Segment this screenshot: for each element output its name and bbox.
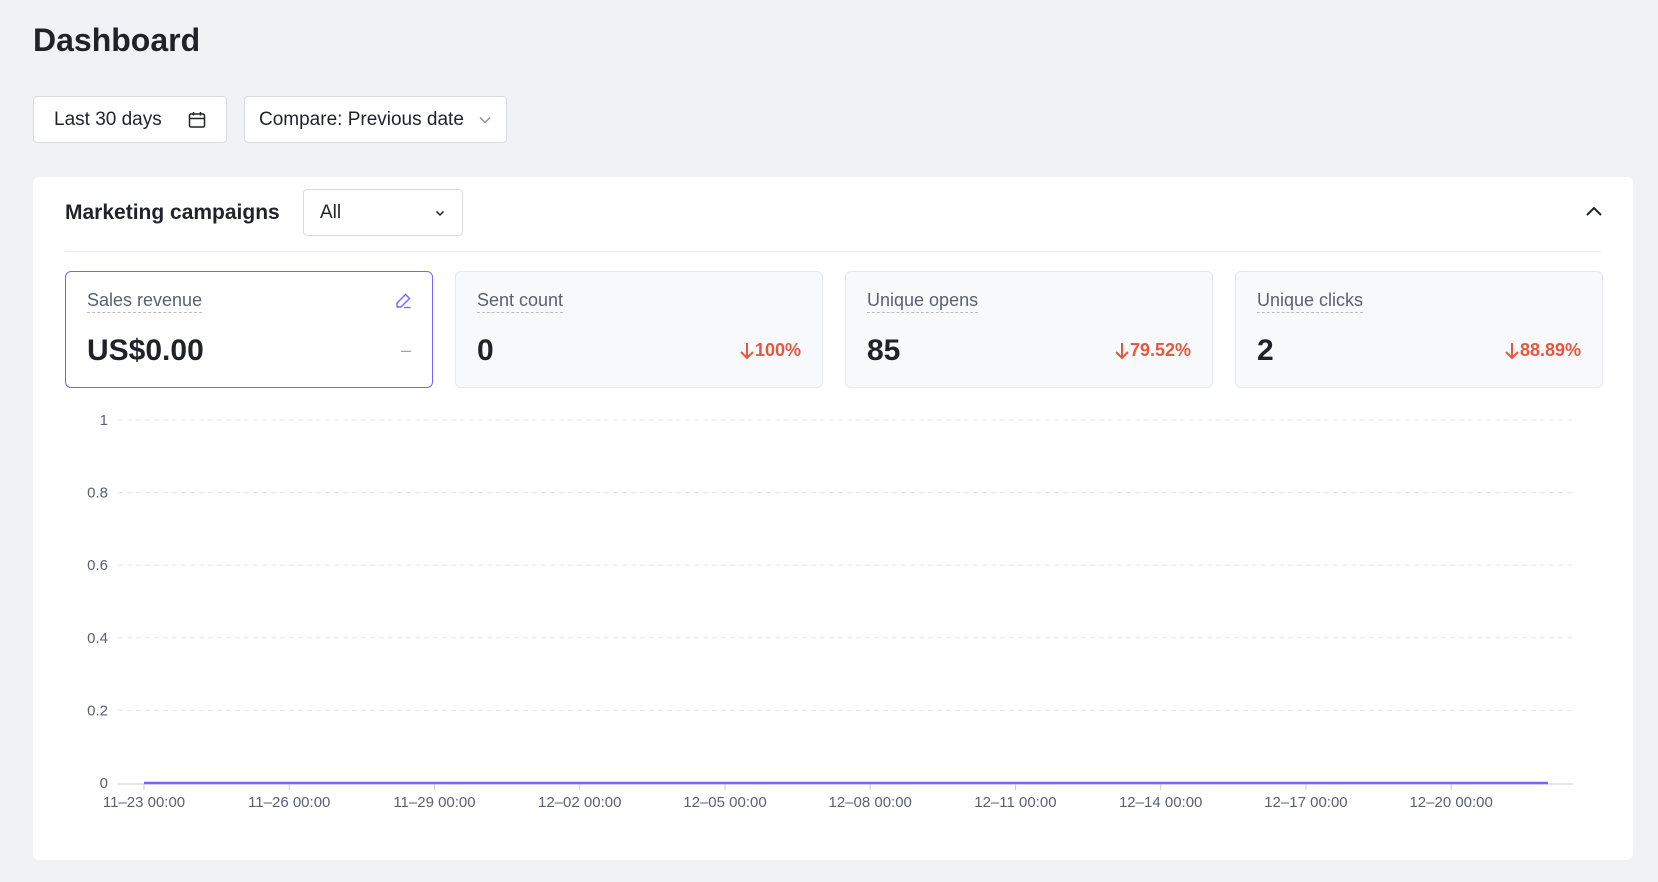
y-tick-label: 0.6 <box>87 557 108 574</box>
arrow-down-icon <box>740 342 754 359</box>
collapse-button[interactable] <box>1579 197 1609 227</box>
metric-change: 100% <box>739 340 801 361</box>
metric-label: Unique clicks <box>1257 290 1364 313</box>
metric-value: US$0.00 <box>87 334 204 367</box>
x-tick-label: 12–02 00:00 <box>538 794 621 811</box>
campaign-filter-select[interactable]: All <box>303 189 463 236</box>
metric-card-sent-count[interactable]: Sent count 0 100% <box>455 271 823 388</box>
metric-value: 2 <box>1257 334 1274 367</box>
chevron-down-icon <box>479 116 491 123</box>
metric-change: 88.89% <box>1504 340 1581 361</box>
y-tick-label: 0.8 <box>87 485 108 502</box>
y-tick-label: 1 <box>100 412 108 429</box>
compare-dropdown[interactable]: Compare: Previous date <box>244 96 507 143</box>
metric-label: Unique opens <box>867 290 979 313</box>
y-tick-label: 0 <box>100 775 108 792</box>
y-tick-label: 0.4 <box>87 630 108 647</box>
x-tick-label: 12–14 00:00 <box>1119 794 1202 811</box>
compare-label: Compare: Previous date <box>259 108 464 130</box>
campaign-filter-value: All <box>320 201 342 223</box>
metric-change-value: 100% <box>754 340 801 360</box>
x-tick-label: 11–23 00:00 <box>103 794 185 811</box>
metric-value: 85 <box>867 334 901 367</box>
x-tick-label: 11–29 00:00 <box>393 794 475 811</box>
metric-change-value: 88.89% <box>1519 340 1581 360</box>
x-tick-label: 12–20 00:00 <box>1409 794 1492 811</box>
x-tick-label: 12–05 00:00 <box>683 794 766 811</box>
page-title: Dashboard <box>33 22 201 58</box>
marketing-campaigns-card: Marketing campaigns All Sales revenue US… <box>33 177 1633 860</box>
date-range-label: Last 30 days <box>54 108 162 130</box>
metric-label: Sales revenue <box>87 290 203 313</box>
metric-change-value: 79.52% <box>1129 340 1191 360</box>
edit-icon[interactable] <box>395 292 412 309</box>
metric-change: 79.52% <box>1114 340 1191 361</box>
y-tick-label: 0.2 <box>87 702 108 719</box>
metric-card-unique-clicks[interactable]: Unique clicks 2 88.89% <box>1235 271 1603 388</box>
metric-change: – <box>400 340 411 360</box>
x-tick-label: 12–08 00:00 <box>828 794 911 811</box>
date-range-button[interactable]: Last 30 days <box>33 96 227 143</box>
metric-card-unique-opens[interactable]: Unique opens 85 79.52% <box>845 271 1213 388</box>
arrow-down-icon <box>1115 342 1129 359</box>
x-tick-label: 12–17 00:00 <box>1264 794 1347 811</box>
card-title: Marketing campaigns <box>65 201 280 224</box>
x-tick-label: 12–11 00:00 <box>974 794 1056 811</box>
calendar-icon <box>188 111 206 128</box>
metric-label: Sent count <box>477 290 564 313</box>
metric-value: 0 <box>477 334 494 367</box>
metric-card-sales-revenue[interactable]: Sales revenue US$0.00 – <box>65 271 433 388</box>
divider <box>65 251 1601 252</box>
line-chart: 0 0.2 0.4 0.6 0.8 1 11–23 00:00 11–26 00:00 11–2… <box>87 412 1573 811</box>
arrow-down-icon <box>1505 342 1519 359</box>
chevron-down-icon <box>435 210 445 216</box>
chevron-up-icon <box>1586 206 1602 216</box>
x-tick-label: 11–26 00:00 <box>248 794 330 811</box>
